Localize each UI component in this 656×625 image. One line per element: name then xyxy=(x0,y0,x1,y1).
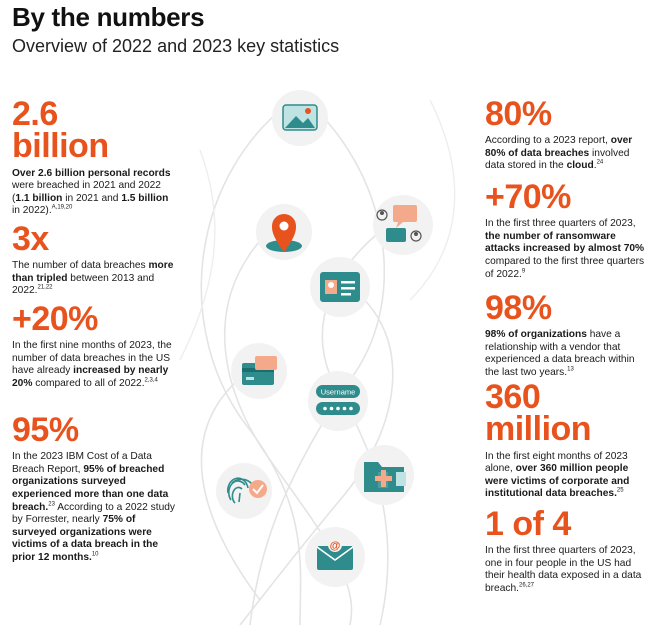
stat-value: 98% xyxy=(485,289,552,327)
footnote-ref: 25 xyxy=(616,487,624,494)
email-icon: @ xyxy=(305,527,365,587)
desc-text: compared to all of 2022. xyxy=(32,378,145,390)
desc-text: Over 2.6 billion personal records xyxy=(12,167,171,179)
location-pin-icon xyxy=(256,204,312,260)
desc-text: 98% of organizations xyxy=(485,329,587,341)
image-icon xyxy=(272,90,328,146)
desc-text: The number of data breaches xyxy=(12,260,149,272)
desc-text: In the first nine months of 2023, the nu… xyxy=(12,340,172,377)
stat-description: In the first three quarters of 2023, the… xyxy=(485,218,650,281)
desc-text: more than tripled xyxy=(12,260,174,284)
login-icon: Username xyxy=(308,371,368,431)
stat-records-breached: 2.6 billion Over 2.6 billion personal re… xyxy=(12,95,177,218)
page-title: By the numbers xyxy=(12,2,205,32)
footnote-ref: 23 xyxy=(48,501,55,508)
page-subtitle: Overview of 2022 and 2023 key statistics xyxy=(12,36,340,56)
stat-vendor-breach: 98% 98% of organizations have a relation… xyxy=(485,289,650,380)
stat-value: 1 of 4 xyxy=(485,505,571,543)
stat-value-line1: 360 xyxy=(485,378,541,416)
desc-text: According to a 2022 study by Forrester, … xyxy=(12,501,176,526)
footnote-ref: 9 xyxy=(521,268,526,275)
fingerprint-icon xyxy=(216,463,272,519)
credit-card-icon xyxy=(231,343,287,399)
stat-value: 3x xyxy=(12,220,49,258)
desc-text: 1.1 billion xyxy=(15,192,63,204)
footnote-ref: 21,22 xyxy=(37,285,53,292)
stat-description: Over 2.6 billion personal records were b… xyxy=(12,168,177,218)
stat-health-data-exposed: 1 of 4 In the first three quarters of 20… xyxy=(485,505,650,596)
desc-text: In the first three quarters of 2023, xyxy=(485,218,636,230)
stat-people-victims: 360 million In the first eight months of… xyxy=(485,378,650,501)
username-label: Username xyxy=(321,388,356,397)
stat-breaches-tripled: 3x The number of data breaches more than… xyxy=(12,220,177,298)
chat-icon xyxy=(373,195,433,255)
desc-text: between 2013 and 2022. xyxy=(12,272,155,297)
desc-text: 1.5 billion xyxy=(121,192,169,204)
desc-text: 75% of surveyed organizations were victi… xyxy=(12,514,159,564)
stat-description: In the 2023 IBM Cost of a Data Breach Re… xyxy=(12,451,177,564)
svg-text:@: @ xyxy=(330,540,341,552)
stat-value: +20% xyxy=(12,300,98,338)
desc-text: 95% of breached organizations surveyed e… xyxy=(12,463,169,513)
desc-text: involved data stored in the xyxy=(485,147,630,172)
stat-multiple-breaches: 95% In the 2023 IBM Cost of a Data Breac… xyxy=(12,411,177,565)
stat-description: In the first nine months of 2023, the nu… xyxy=(12,340,177,390)
desc-text: in 2022). xyxy=(12,205,52,217)
desc-text: cloud xyxy=(566,160,594,172)
stat-value-line1: 2.6 xyxy=(12,95,58,133)
desc-text: were breached in 2021 and 2022 ( xyxy=(12,180,161,204)
desc-text: In the first three quarters of 2023, one… xyxy=(485,545,642,595)
desc-text: In the first eight months of 2023 alone, xyxy=(485,450,628,475)
stat-description: According to a 2023 report, over 80% of … xyxy=(485,135,650,173)
footnote-ref: 26,27 xyxy=(518,582,534,589)
stat-value-line2: million xyxy=(485,410,592,449)
stat-description: The number of data breaches more than tr… xyxy=(12,260,177,298)
footnote-ref: 2,3,4 xyxy=(144,377,158,384)
desc-text: . xyxy=(593,160,597,172)
stat-value: 2.6 billion xyxy=(12,95,177,166)
stat-ransomware-increase: +70% In the first three quarters of 2023… xyxy=(485,178,650,281)
stat-description: In the first eight months of 2023 alone,… xyxy=(485,451,650,501)
desc-text: the number of ransomware attacks increas… xyxy=(485,230,645,255)
desc-text: over 360 million people were victims of … xyxy=(485,463,630,500)
stat-value: 360 million xyxy=(485,378,650,449)
stat-description: 98% of organizations have a relationship… xyxy=(485,329,650,379)
desc-text: have a relationship with a vendor that e… xyxy=(485,329,635,379)
stat-value: +70% xyxy=(485,178,571,216)
desc-text: compared to the first three quarters of … xyxy=(485,256,645,280)
desc-text: in 2021 and xyxy=(62,192,122,204)
id-card-icon xyxy=(310,257,370,317)
footnote-ref: 10 xyxy=(91,551,99,558)
stat-description: In the first three quarters of 2023, one… xyxy=(485,545,650,595)
desc-text: increased by nearly 20% xyxy=(12,365,169,390)
footnote-ref: A,19,20 xyxy=(51,204,73,211)
desc-text: over 80% of data breaches xyxy=(485,135,633,159)
desc-text: In the 2023 IBM Cost of a Data Breach Re… xyxy=(12,451,152,475)
medical-folder-icon xyxy=(354,445,414,505)
footnote-ref: 13 xyxy=(567,366,574,373)
stat-value-line2: billion xyxy=(12,127,109,166)
desc-text: According to a 2023 report, xyxy=(485,135,611,147)
footnote-ref: 24 xyxy=(596,160,604,167)
stat-us-breaches-increase: +20% In the first nine months of 2023, t… xyxy=(12,300,177,391)
stat-value: 95% xyxy=(12,411,79,449)
stat-cloud-breaches: 80% According to a 2023 report, over 80%… xyxy=(485,95,650,173)
stat-value: 80% xyxy=(485,95,552,133)
